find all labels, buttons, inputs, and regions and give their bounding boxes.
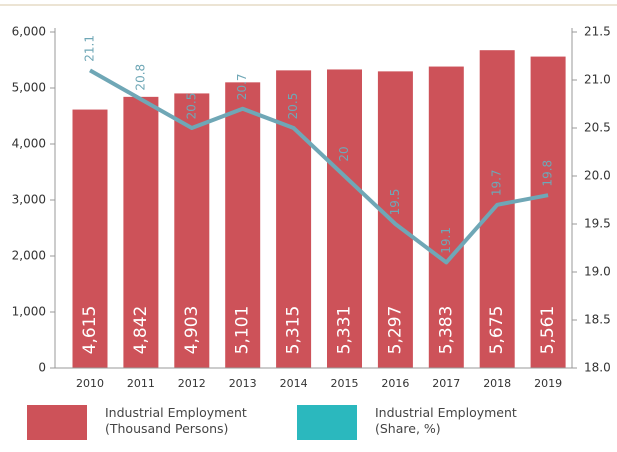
bar-value-label: 5,675 [487, 306, 507, 355]
bar [72, 109, 108, 368]
line-value-label: 19.8 [541, 160, 555, 187]
y2-tick-label: 19.5 [584, 217, 611, 231]
bar-value-label: 5,561 [538, 306, 558, 355]
bar [377, 71, 413, 369]
bar-value-label: 5,315 [284, 306, 304, 355]
x-tick-label: 2018 [483, 377, 511, 390]
y-tick-label: 6,000 [12, 25, 46, 39]
line-value-label: 21.1 [83, 35, 97, 62]
bar-value-label: 5,297 [385, 306, 405, 355]
bar-value-label: 5,383 [436, 306, 456, 355]
x-tick-label: 2015 [331, 377, 359, 390]
bar [327, 69, 362, 369]
bar [428, 66, 464, 368]
y2-tick-label: 19.0 [584, 265, 611, 279]
line-value-label: 20.5 [184, 93, 198, 120]
y2-tick-label: 21.0 [584, 73, 611, 87]
line [89, 68, 549, 265]
y2-tick-label: 18.0 [584, 361, 611, 375]
x-tick-label: 2012 [178, 377, 206, 390]
y-tick-label: 0 [38, 361, 46, 375]
bar [479, 50, 515, 368]
line-value-label: 19.5 [388, 189, 402, 216]
x-tick-label: 2013 [229, 377, 257, 390]
line-value-label: 20.8 [133, 64, 147, 91]
line-value-label: 19.1 [439, 227, 453, 254]
legend-item: Industrial Employment (Share, %) [297, 405, 525, 440]
bar-value-label: 5,101 [233, 306, 253, 355]
bar-value-label: 4,842 [131, 306, 151, 355]
y-tick-label: 5,000 [12, 81, 46, 95]
line-value-label: 20 [337, 146, 351, 161]
bar-value-label: 4,615 [80, 306, 100, 355]
legend-label: Industrial Employment (Share, %) [375, 405, 517, 436]
x-tick-label: 2019 [534, 377, 562, 390]
bar [530, 56, 566, 369]
x-tick-label: 2011 [127, 377, 155, 390]
chart: 0 1,000 2,000 3,000 4,000 5,000 6,000 18.0 18.5 1… [0, 4, 617, 390]
legend-swatch [297, 405, 357, 440]
bar [123, 96, 159, 369]
x-tick-label: 2010 [76, 377, 104, 390]
y-tick-label: 3,000 [12, 193, 46, 207]
legend-item: Industrial Employment (Thousand Persons) [27, 405, 280, 440]
bar-value-label: 4,903 [182, 306, 202, 355]
x-tick-label: 2016 [381, 377, 409, 390]
bar [276, 70, 312, 369]
y-tick-label: 4,000 [12, 137, 46, 151]
x-tick-label: 2017 [432, 377, 460, 390]
line-value-label: 20.5 [286, 93, 300, 120]
bar-value-label: 5,331 [335, 306, 355, 355]
x-tick-label: 2014 [280, 377, 308, 390]
bar [225, 82, 261, 369]
line-value-label: 20.7 [235, 73, 249, 100]
y-tick-label: 1,000 [12, 305, 46, 319]
legend-label: Industrial Employment (Thousand Persons) [105, 405, 247, 436]
y2-tick-label: 20.5 [584, 121, 611, 135]
y-tick-label: 2,000 [12, 249, 46, 263]
y2-tick-label: 18.5 [584, 313, 611, 327]
y2-tick-label: 20.0 [584, 169, 611, 183]
legend-swatch [27, 405, 87, 440]
line-value-label: 19.7 [490, 169, 504, 196]
bar [174, 93, 210, 368]
y2-tick-label: 21.5 [584, 25, 611, 39]
